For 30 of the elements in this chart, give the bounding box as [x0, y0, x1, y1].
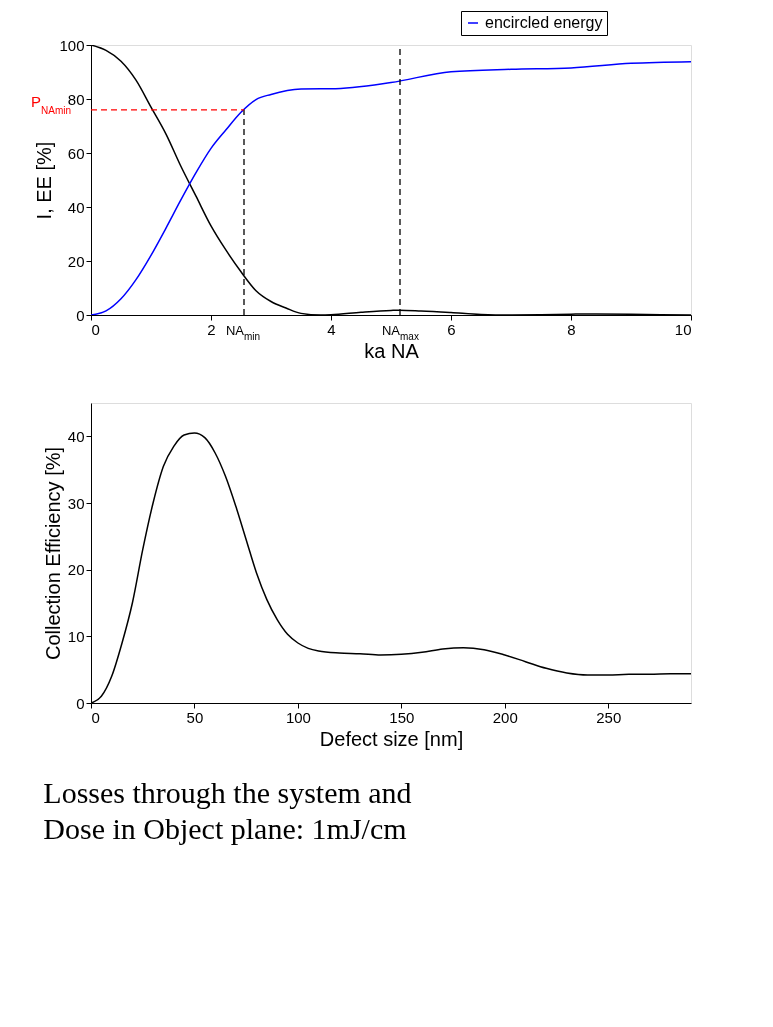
y-tick-label: 100	[59, 36, 85, 54]
x-tick-label: 0	[91, 320, 100, 338]
text: Losses through the system and	[43, 776, 412, 809]
x-tick-label: 150	[389, 708, 415, 726]
y-tick-label: 0	[76, 694, 85, 712]
y-tick-label: 30	[67, 494, 85, 512]
y-tick-label: 40	[67, 198, 85, 216]
x-tick-label: 2	[207, 320, 216, 338]
y-tick-label: 10	[67, 627, 85, 645]
x-tick-label: 250	[596, 708, 622, 726]
x-axis-title: ka NA	[364, 339, 420, 362]
x-tick-label: 100	[285, 708, 311, 726]
y-tick-label: 60	[67, 144, 85, 162]
y-tick-label: 20	[67, 561, 85, 579]
x-tick-label: 10	[674, 320, 692, 338]
y-axis-title: Collection Efficiency [%]	[41, 446, 64, 661]
legend-label: encircled energy	[485, 14, 603, 31]
y-tick-label: 40	[67, 427, 85, 445]
x-tick-label: 4	[327, 320, 336, 338]
x-axis-title: Defect size [nm]	[319, 727, 464, 750]
x-tick-label: 50	[186, 708, 204, 726]
y-axis-title: I, EE [%]	[33, 141, 56, 220]
x-tick-label: 200	[492, 708, 518, 726]
y-tick-label: 0	[76, 306, 85, 324]
y-tick-label: 80	[67, 90, 85, 108]
x-tick-label: 6	[447, 320, 456, 338]
y-tick-label: 20	[67, 252, 85, 270]
x-tick-label: 0	[91, 708, 100, 726]
text: Dose in Object plane: 1mJ/cm	[43, 812, 407, 845]
x-tick-label: 8	[567, 320, 576, 338]
